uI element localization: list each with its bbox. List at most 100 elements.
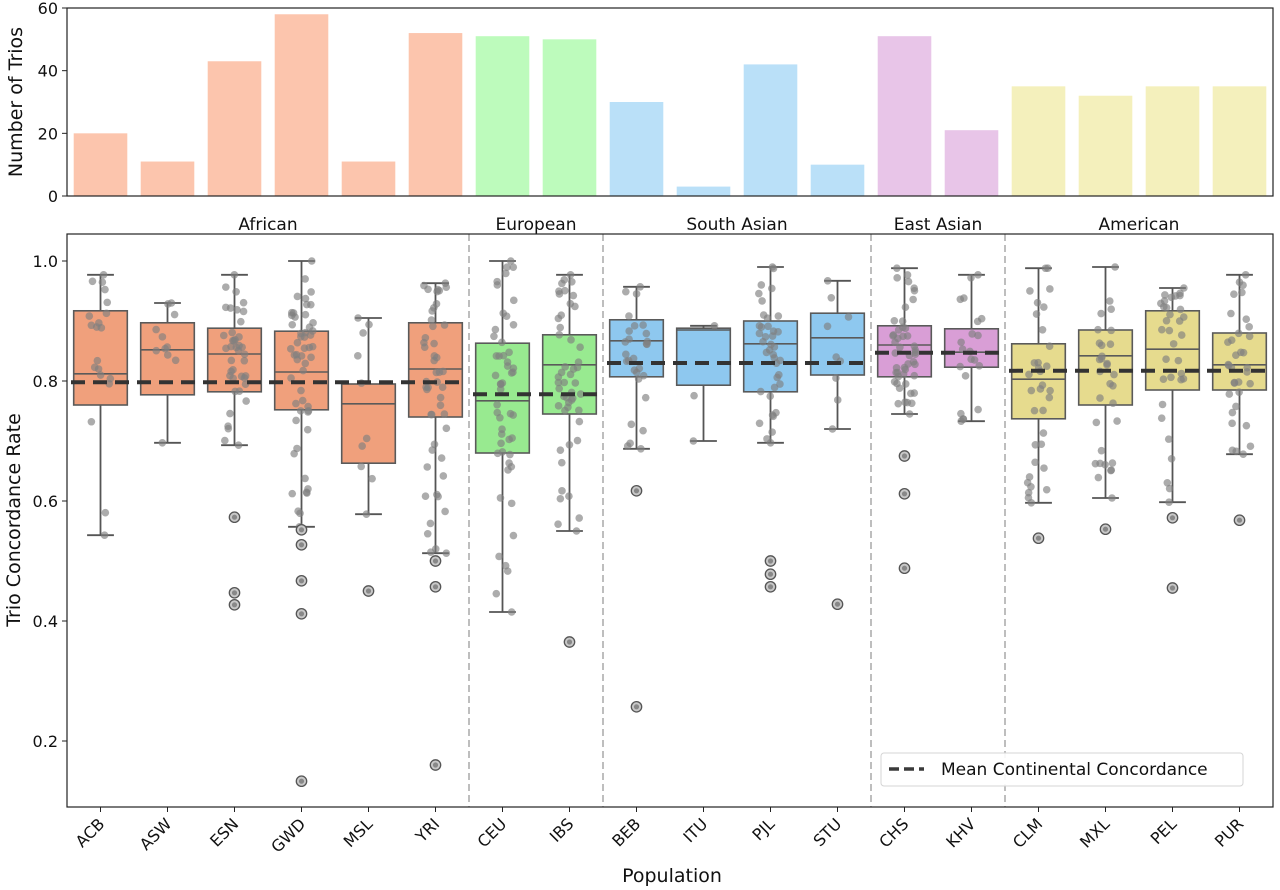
strip-point (509, 321, 518, 329)
strip-point (1096, 394, 1104, 402)
strip-point (898, 317, 907, 325)
strip-point (755, 419, 764, 428)
strip-point (893, 274, 901, 282)
strip-point (627, 420, 636, 429)
strip-point (710, 322, 719, 330)
strip-point (1167, 373, 1175, 382)
strip-point (622, 357, 631, 366)
strip-point (290, 449, 298, 458)
box-KHV (943, 271, 1000, 426)
strip-point (362, 434, 371, 443)
strip-point (499, 351, 508, 360)
strip-point (571, 302, 579, 311)
box-STU (809, 277, 866, 611)
strip-point (423, 529, 432, 538)
strip-point (300, 333, 309, 341)
strip-point (903, 332, 912, 340)
strip-point (1046, 285, 1054, 293)
strip-point (833, 396, 842, 404)
strip-point (501, 561, 510, 570)
strip-point (99, 271, 108, 279)
strip-point (769, 327, 778, 335)
strip-point (498, 379, 507, 387)
strip-point (430, 339, 438, 348)
strip-point (354, 352, 362, 360)
outlier-point-inner (834, 601, 841, 607)
strip-point (1246, 379, 1254, 388)
strip-point (354, 314, 362, 322)
x-tick-label-IBS: IBS (546, 814, 578, 846)
continent-separators (468, 234, 1006, 807)
strip-point (297, 386, 305, 395)
strip-point (904, 277, 913, 286)
strip-point (492, 352, 501, 360)
box-BEB (608, 283, 665, 713)
strip-point (1245, 332, 1254, 341)
bar-ITU (676, 186, 731, 196)
strip-point (509, 263, 518, 271)
strip-point (1165, 326, 1174, 335)
strip-point (1045, 393, 1054, 402)
strip-point (565, 440, 574, 449)
strip-point (508, 434, 516, 442)
strip-point (294, 507, 302, 515)
strip-point (1242, 421, 1251, 430)
strip-point (421, 492, 430, 501)
strip-point (974, 271, 982, 279)
strip-point (434, 492, 442, 501)
bar-GWD (274, 14, 329, 197)
strip-point (435, 368, 444, 376)
strip-point (893, 264, 901, 273)
strip-point (287, 308, 296, 317)
strip-point (894, 399, 903, 408)
strip-point (503, 362, 512, 370)
strip-point (1242, 315, 1251, 323)
strip-point (635, 364, 644, 373)
strip-point (558, 487, 566, 495)
strip-point (763, 435, 771, 443)
strip-point (828, 425, 837, 433)
strip-point (234, 441, 243, 450)
strip-point (241, 372, 250, 380)
strip-point (575, 417, 584, 426)
strip-point (1042, 362, 1051, 371)
strip-point (240, 350, 249, 359)
strip-point (440, 410, 449, 418)
bar-ASW (140, 161, 195, 196)
strip-point (625, 327, 633, 335)
bottom-y-tick-label: 0.8 (33, 372, 58, 391)
strip-point (442, 283, 451, 292)
box-CHS (876, 264, 933, 575)
strip-point (171, 356, 180, 365)
x-tick-label-ESN: ESN (206, 814, 242, 850)
strip-point (292, 399, 300, 408)
strip-point (426, 519, 435, 528)
outlier-point-inner (231, 514, 238, 520)
strip-point (1039, 429, 1048, 437)
strip-point (229, 366, 237, 374)
strip-point (1107, 326, 1115, 335)
outlier-point-inner (1102, 526, 1109, 532)
strip-point (222, 283, 230, 291)
strip-point (1040, 464, 1048, 472)
strip-point (301, 275, 309, 283)
strip-point (368, 474, 376, 483)
outlier-point-inner (767, 584, 774, 590)
strip-point (774, 312, 783, 320)
strip-point (506, 409, 515, 418)
strip-point (85, 312, 94, 320)
strip-point (1111, 263, 1119, 271)
outlier-point-inner (901, 565, 908, 571)
bars-group (73, 14, 1267, 197)
strip-point (440, 321, 449, 329)
strip-point (973, 317, 982, 326)
strip-point (1158, 325, 1166, 334)
strip-point (1108, 494, 1116, 502)
strip-point (1041, 264, 1050, 273)
strip-point (1228, 408, 1237, 417)
x-tick-label-ASW: ASW (136, 814, 176, 854)
top-plot-frame (66, 7, 1274, 197)
strip-point (1232, 447, 1241, 456)
strip-point (161, 344, 169, 353)
strip-point (764, 322, 772, 331)
